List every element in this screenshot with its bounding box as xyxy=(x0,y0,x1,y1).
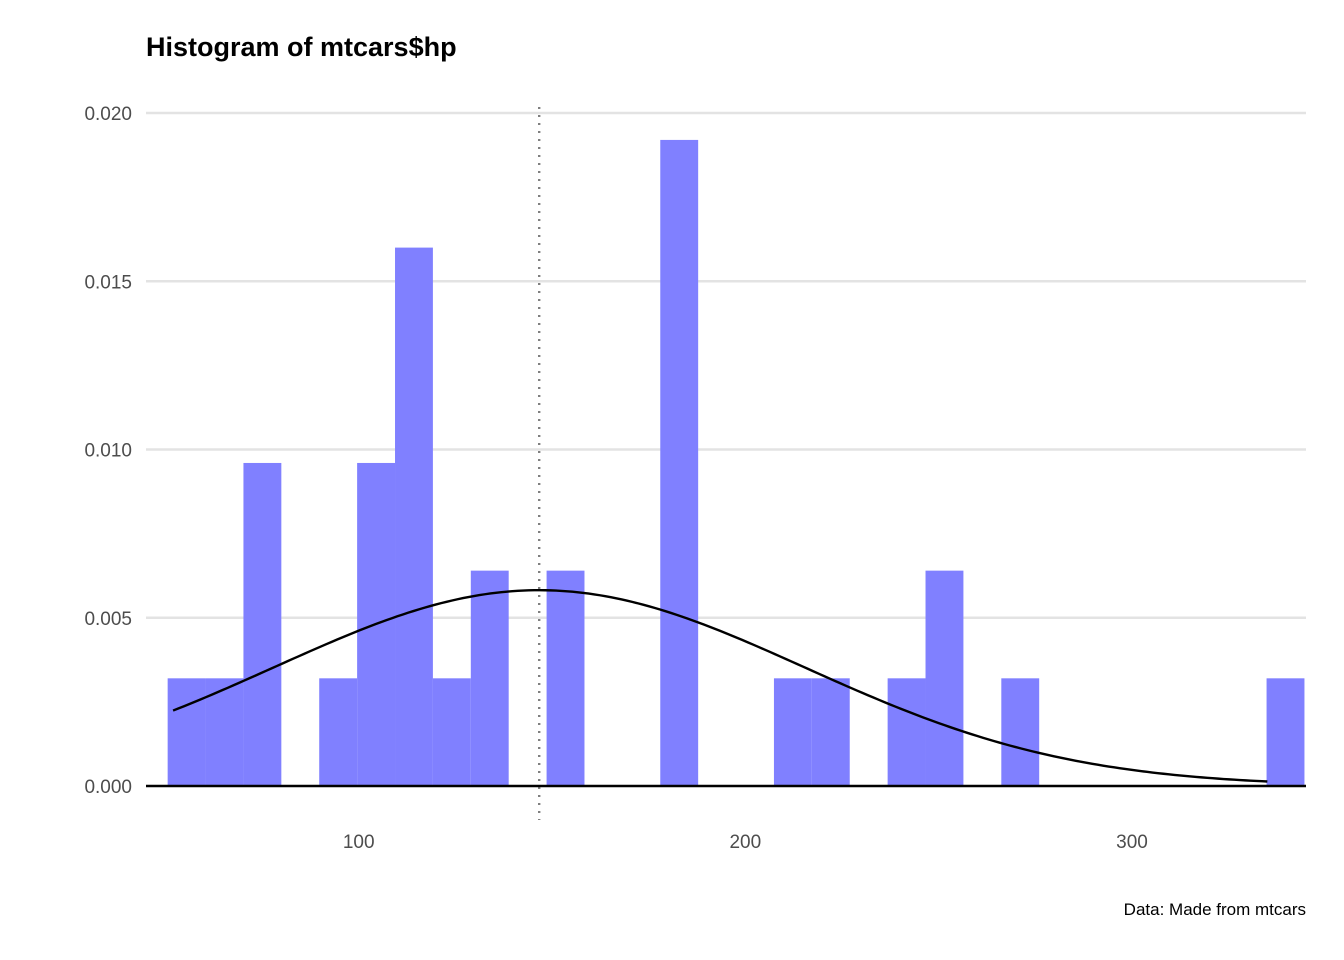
histogram-bar-20 xyxy=(925,570,964,786)
normal-curve-layer xyxy=(172,588,1268,783)
y-tick-label: 0.005 xyxy=(84,609,132,630)
histogram-bar-22 xyxy=(1001,678,1040,786)
x-axis-tick-labels: 100 200 300 xyxy=(343,832,1148,853)
histogram-bar-19 xyxy=(887,678,926,786)
y-tick-label: 0.000 xyxy=(84,777,132,798)
histogram-bar-13 xyxy=(660,139,699,787)
y-tick-label: 0.010 xyxy=(84,441,132,462)
histogram-bar-7 xyxy=(432,678,471,786)
histogram-bar-10 xyxy=(546,570,585,786)
histogram-bar-2 xyxy=(243,462,282,786)
chart-title: Histogram of mtcars$hp xyxy=(146,32,457,62)
histogram-bar-4 xyxy=(319,678,358,786)
x-tick-label: 200 xyxy=(729,832,761,853)
y-axis-tick-labels: 0.000 0.005 0.010 0.015 0.020 xyxy=(84,104,132,798)
normal-density-curve xyxy=(172,588,1268,783)
histogram-bar-8 xyxy=(470,570,509,786)
histogram-bar-17 xyxy=(811,678,850,786)
x-tick-label: 300 xyxy=(1116,832,1148,853)
histogram-bars xyxy=(167,139,1305,787)
grid-lines xyxy=(146,111,1306,619)
y-tick-label: 0.015 xyxy=(84,272,132,293)
x-tick-label: 100 xyxy=(343,832,375,853)
histogram-bar-16 xyxy=(773,678,812,786)
histogram-bar-6 xyxy=(395,247,433,787)
histogram-bar-1 xyxy=(205,678,244,786)
chart-caption: Data: Made from mtcars xyxy=(1123,900,1306,919)
histogram-bar-0 xyxy=(167,678,206,786)
y-tick-label: 0.020 xyxy=(84,104,132,125)
histogram-bar-29 xyxy=(1266,678,1305,786)
